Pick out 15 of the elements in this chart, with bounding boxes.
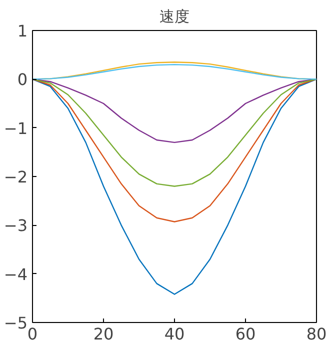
x-tick-label: 20 xyxy=(93,324,114,342)
line-series xyxy=(32,78,316,295)
y-tick-label: 0 xyxy=(17,70,28,90)
y-tick-label: −1 xyxy=(4,118,28,138)
y-tick-label: 1 xyxy=(17,22,28,40)
x-tick-label: 80 xyxy=(306,324,327,342)
x-tick-label: 60 xyxy=(235,324,256,342)
line-series xyxy=(32,78,316,187)
y-tick-label: −2 xyxy=(4,168,28,186)
line-series xyxy=(32,78,316,222)
y-tick-label: −4 xyxy=(4,264,28,284)
x-tick-label: 40 xyxy=(164,324,185,342)
chart-title: 速度 xyxy=(160,8,190,26)
y-tick-label: −5 xyxy=(4,314,28,332)
y-tick-label: −3 xyxy=(4,216,28,236)
